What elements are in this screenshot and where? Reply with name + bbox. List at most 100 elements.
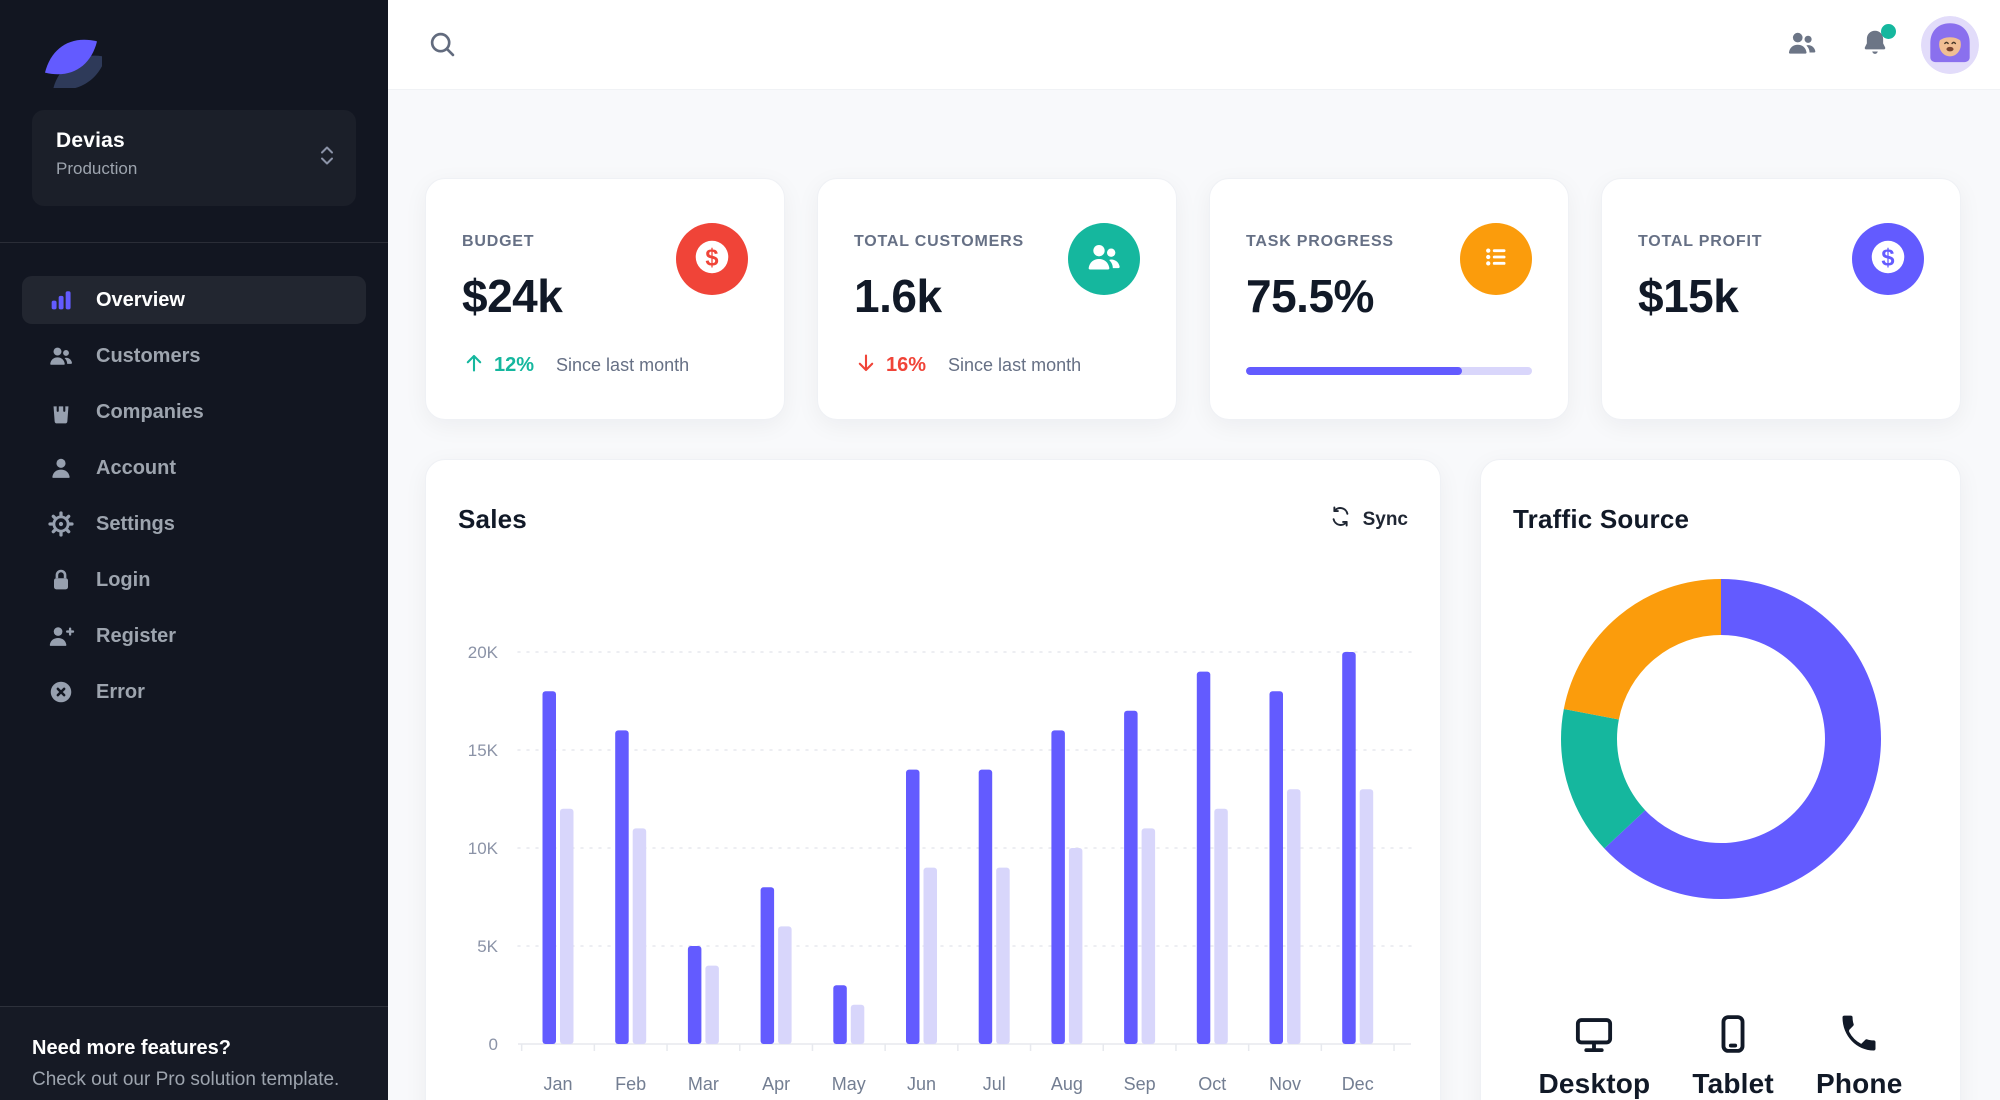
user-plus-icon — [47, 622, 75, 650]
legend-item-desktop: Desktop — [1538, 1012, 1650, 1100]
stat-trend: 16% Since last month — [854, 351, 1140, 380]
stats-row: Budget $24k 12% Since last month $ — [425, 178, 1961, 420]
stat-value: $15k — [1638, 270, 1739, 322]
contacts-icon — [1785, 26, 1819, 63]
sidebar-item-account[interactable]: Account — [22, 444, 366, 492]
svg-text:$: $ — [705, 245, 718, 271]
top-bar — [388, 0, 2000, 90]
sidebar-nav: Overview Customers — [0, 242, 388, 724]
sidebar-item-label: Register — [96, 624, 177, 647]
footer-title: Need more features? — [32, 1037, 231, 1059]
notifications-wrapper — [1859, 24, 1896, 62]
sidebar-item-label: Settings — [96, 512, 175, 535]
sales-bar-chart: 0 5K 10K 15K 20K Jan Feb Mar Apr May Jun Jul Aug Sep O… — [468, 643, 1412, 1094]
stat-value: 75.5% — [1246, 270, 1374, 322]
traffic-title: Traffic Source — [1513, 504, 1690, 534]
sales-card-header: Sales Sync — [458, 504, 1408, 535]
legend-label: Tablet — [1692, 1068, 1774, 1099]
legend-label: Phone — [1815, 1068, 1903, 1099]
legend-label: Desktop — [1538, 1068, 1651, 1099]
sync-label: Sync — [1362, 508, 1408, 530]
stat-label: Total Customers — [854, 233, 1024, 250]
arrow-up-icon — [462, 351, 486, 380]
sync-button[interactable]: Sync — [1329, 505, 1408, 534]
workspace-selector[interactable]: Devias Production — [32, 110, 356, 206]
workspace-name: Devias — [56, 129, 125, 152]
sidebar-item-login[interactable]: Login — [22, 556, 366, 604]
footer-subtitle: Check out our Pro solution template. — [32, 1069, 340, 1090]
sidebar-item-label: Error — [96, 680, 145, 703]
header-actions — [1785, 0, 1979, 89]
user-icon — [47, 454, 75, 482]
trend-percent: 12% — [494, 354, 535, 376]
svg-text:Jun: Jun — [907, 1074, 936, 1094]
devias-logo-icon[interactable] — [40, 26, 106, 93]
users-icon — [1084, 237, 1124, 282]
stat-card-total-customers: Total Customers 1.6k 16% Since last mont… — [817, 178, 1177, 420]
sidebar-item-error[interactable]: Error — [22, 668, 366, 716]
tablet-icon — [1711, 1012, 1755, 1061]
workspace-environment: Production — [56, 159, 138, 178]
customers-avatar — [1068, 223, 1140, 295]
bell-icon — [1859, 27, 1891, 62]
contacts-button[interactable] — [1785, 26, 1819, 63]
svg-text:Dec: Dec — [1342, 1074, 1374, 1094]
svg-text:Jan: Jan — [543, 1074, 572, 1094]
svg-text:15K: 15K — [468, 741, 499, 760]
x-circle-icon — [47, 678, 75, 706]
currency-dollar-icon: $ — [691, 236, 733, 283]
legend-item-phone: Phone — [1816, 1012, 1903, 1100]
sidebar-item-label: Customers — [96, 344, 201, 367]
lock-icon — [47, 566, 75, 594]
sidebar-item-overview[interactable]: Overview — [22, 276, 366, 324]
stat-card-task-progress: Task Progress 75.5% — [1209, 178, 1569, 420]
user-avatar[interactable] — [1921, 15, 1979, 74]
trend-caption: Since last month — [556, 355, 690, 375]
trend-percent: 16% — [886, 354, 927, 376]
svg-text:Apr: Apr — [762, 1074, 790, 1094]
svg-text:0: 0 — [489, 1035, 498, 1054]
svg-text:Mar: Mar — [688, 1074, 719, 1094]
sidebar-item-label: Companies — [96, 400, 204, 423]
task-progress-fill — [1246, 367, 1462, 375]
sidebar-item-label: Overview — [96, 288, 185, 311]
stat-label: Total Profit — [1638, 233, 1763, 250]
budget-avatar: $ — [676, 223, 748, 295]
users-icon — [47, 342, 75, 370]
shopping-bag-icon — [47, 398, 75, 426]
task-progress-avatar — [1460, 223, 1532, 295]
sales-card: Sales Sync 0 5K 10K 15K 20K Jan Feb Mar Apr May Ju… — [425, 459, 1441, 1100]
arrow-down-icon — [854, 351, 878, 380]
sidebar-item-label: Login — [96, 568, 151, 591]
stat-card-budget: Budget $24k 12% Since last month $ — [425, 178, 785, 420]
svg-text:$: $ — [1881, 245, 1894, 271]
svg-text:May: May — [832, 1074, 866, 1094]
svg-text:Jul: Jul — [983, 1074, 1006, 1094]
task-progress-bar — [1246, 367, 1532, 375]
sidebar-item-label: Account — [96, 456, 176, 479]
phone-icon — [1837, 1012, 1881, 1061]
sidebar-item-register[interactable]: Register — [22, 612, 366, 660]
svg-text:10K: 10K — [468, 839, 499, 858]
trend-caption: Since last month — [948, 355, 1082, 375]
search-button[interactable] — [425, 28, 459, 62]
stat-card-total-profit: Total Profit $15k $ — [1601, 178, 1961, 420]
sidebar-item-settings[interactable]: Settings — [22, 500, 366, 548]
notifications-button[interactable] — [1859, 27, 1891, 62]
stat-label: Task Progress — [1246, 233, 1394, 250]
sidebar-item-customers[interactable]: Customers — [22, 332, 366, 380]
svg-text:Sep: Sep — [1124, 1074, 1156, 1094]
chart-bar-icon — [47, 286, 75, 314]
list-bullet-icon — [1477, 238, 1515, 281]
svg-text:20K: 20K — [468, 643, 499, 662]
stat-trend: 12% Since last month — [462, 351, 748, 380]
chevron-up-down-icon — [318, 143, 336, 174]
arrows-clockwise-icon — [1329, 505, 1352, 534]
gear-icon — [47, 510, 75, 538]
traffic-source-card: Traffic Source Desktop — [1480, 459, 1961, 1100]
currency-dollar-icon: $ — [1867, 236, 1909, 283]
sales-title: Sales — [458, 504, 527, 534]
profit-avatar: $ — [1852, 223, 1924, 295]
sidebar-item-companies[interactable]: Companies — [22, 388, 366, 436]
